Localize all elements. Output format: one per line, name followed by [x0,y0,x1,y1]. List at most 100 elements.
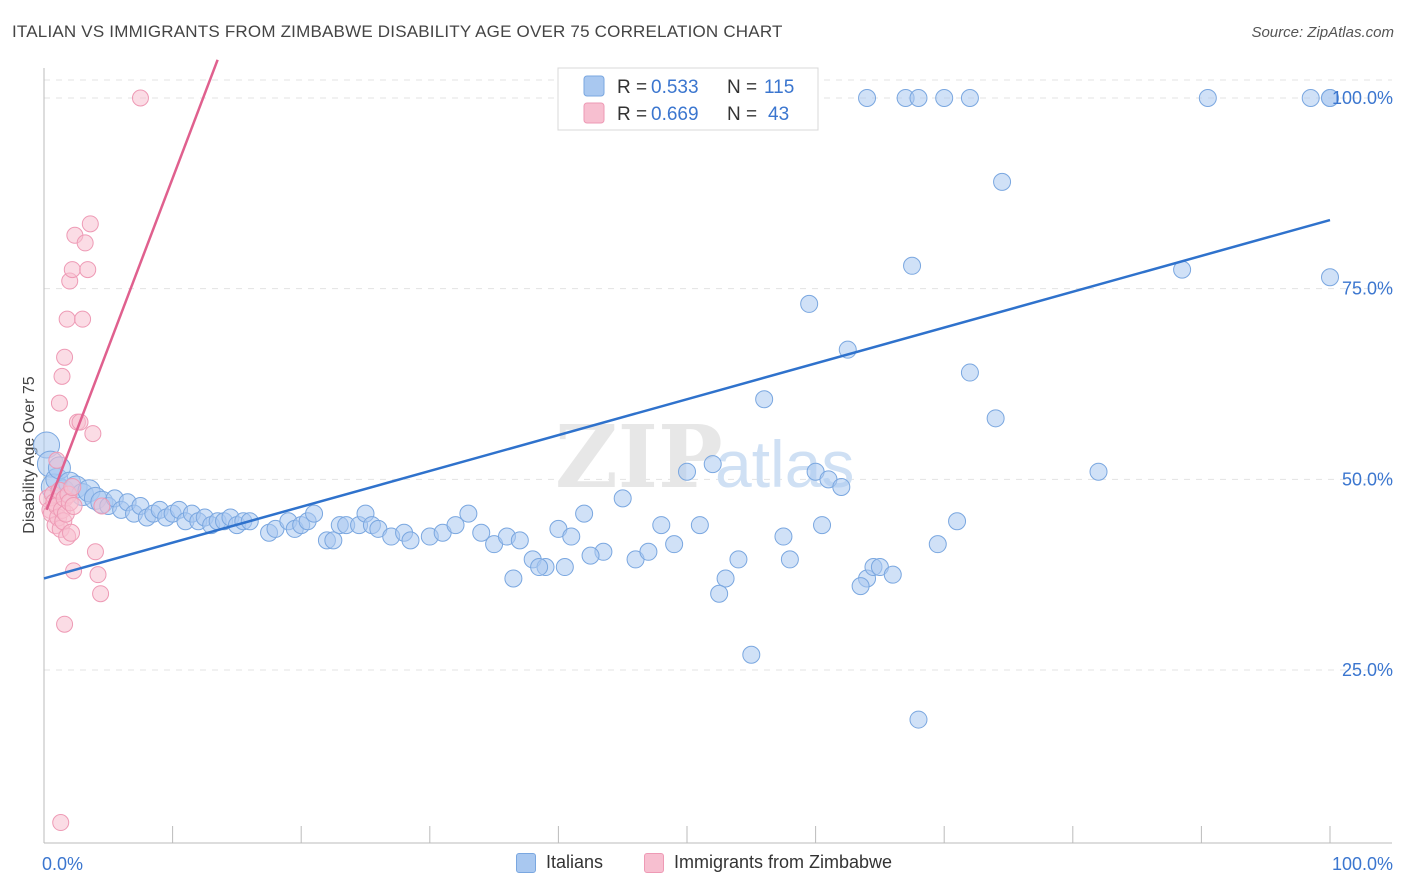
zimbabwe-point [58,310,76,328]
italians-point [774,527,793,546]
italians-point [652,516,671,535]
italians-trend-line [43,218,1331,580]
zimbabwe-points [38,89,149,832]
italians-point [305,504,324,523]
zimbabwe-point [131,89,149,107]
italians-point [1089,462,1108,481]
italians-point [504,569,523,588]
italians-point [446,516,465,535]
zimbabwe-trend-line [45,59,219,511]
italians-point [851,577,870,596]
legend-n-label-1: N = [727,77,757,98]
italians-point [665,535,684,554]
italians-point [832,477,851,496]
italians-point [639,542,658,561]
italians-point [613,489,632,508]
bottom-legend-zimbabwe[interactable]: Immigrants from Zimbabwe [644,852,892,873]
legend-r-value-1: 0.533 [651,77,699,98]
legend-n-label-2: N = [727,104,757,125]
y-tick-label: 75.0% [1342,279,1393,299]
zimbabwe-point [81,215,99,233]
watermark-atlas: atlas [715,427,854,501]
x-tick-label: 100.0% [1332,854,1393,874]
italians-point [1321,89,1339,107]
italians-point [909,710,928,729]
italians-point [555,558,574,577]
legend: R = 0.533 N = 115 R = 0.669 N = 43 [557,67,819,131]
y-tick-label: 25.0% [1342,660,1393,680]
y-tick-label: 100.0% [1332,88,1393,108]
legend-r-label-2: R = [617,104,647,125]
zimbabwe-point [84,425,102,443]
italians-point [742,645,761,664]
zimbabwe-point [76,234,94,252]
source-label: Source: ZipAtlas.com [1251,24,1394,41]
bottom-legend-zimbabwe-label: Immigrants from Zimbabwe [674,852,893,872]
italians-point [813,516,832,535]
italians-point [729,550,748,569]
italians-swatch-icon [516,852,536,873]
italians-point [581,546,600,565]
italians-point [716,569,735,588]
zimbabwe-point [56,348,74,366]
italians-point [948,512,967,531]
italians-point [935,89,954,107]
italians-point [993,172,1012,191]
zimbabwe-point [62,523,81,542]
zimbabwe-swatch-icon [644,852,664,873]
legend-r-label-1: R = [617,77,647,98]
trend-lines [43,59,1331,580]
italians-point [755,390,774,409]
italians-point [690,516,709,535]
y-tick-label: 50.0% [1342,469,1393,489]
italians-point [800,294,819,313]
italians-point [530,558,549,577]
italians-point [1301,89,1320,107]
italians-point [678,462,696,481]
zimbabwe-point [93,497,111,515]
x-tick-label: 0.0% [42,854,83,874]
legend-swatch-italians [583,75,605,97]
zimbabwe-point [64,497,83,516]
italians-point [324,531,343,550]
bottom-legend-italians[interactable]: Italians [516,852,603,873]
italians-point [1321,268,1339,287]
italians-point [928,535,947,554]
zimbabwe-point [63,261,81,279]
italians-point [909,89,928,107]
zimbabwe-point [56,615,74,633]
legend-swatch-zimbabwe [583,102,605,124]
italians-point [960,363,979,382]
italians-point [780,550,799,569]
italians-point [703,455,722,474]
italians-point [1198,89,1217,107]
zimbabwe-point [63,477,82,496]
chart-title: ITALIAN VS IMMIGRANTS FROM ZIMBABWE DISA… [12,22,783,41]
legend-r-value-2: 0.669 [651,104,699,125]
zimbabwe-point [50,394,68,412]
italians-point [883,565,902,584]
italians-point [903,256,922,275]
italians-point [401,531,420,550]
italians-point [575,504,594,523]
italians-point [472,523,491,542]
bottom-legend-italians-label: Italians [546,852,604,872]
bottom-legend: Italians Immigrants from Zimbabwe [0,852,1406,878]
zimbabwe-point [89,566,107,584]
zimbabwe-point [92,585,110,603]
watermark-zip: ZIP [555,407,723,508]
zimbabwe-point [52,814,70,832]
italians-point [710,584,729,603]
zimbabwe-point [79,261,97,279]
italians-point [858,89,877,107]
zimbabwe-point [53,367,71,385]
italians-point [986,409,1005,428]
legend-n-value-1: 115 [764,77,794,98]
italians-point [510,531,529,550]
italians-point [562,527,581,546]
italians-point [960,89,979,107]
legend-n-value-2: 43 [768,104,789,125]
zimbabwe-point [86,543,104,561]
zimbabwe-point [74,310,92,328]
